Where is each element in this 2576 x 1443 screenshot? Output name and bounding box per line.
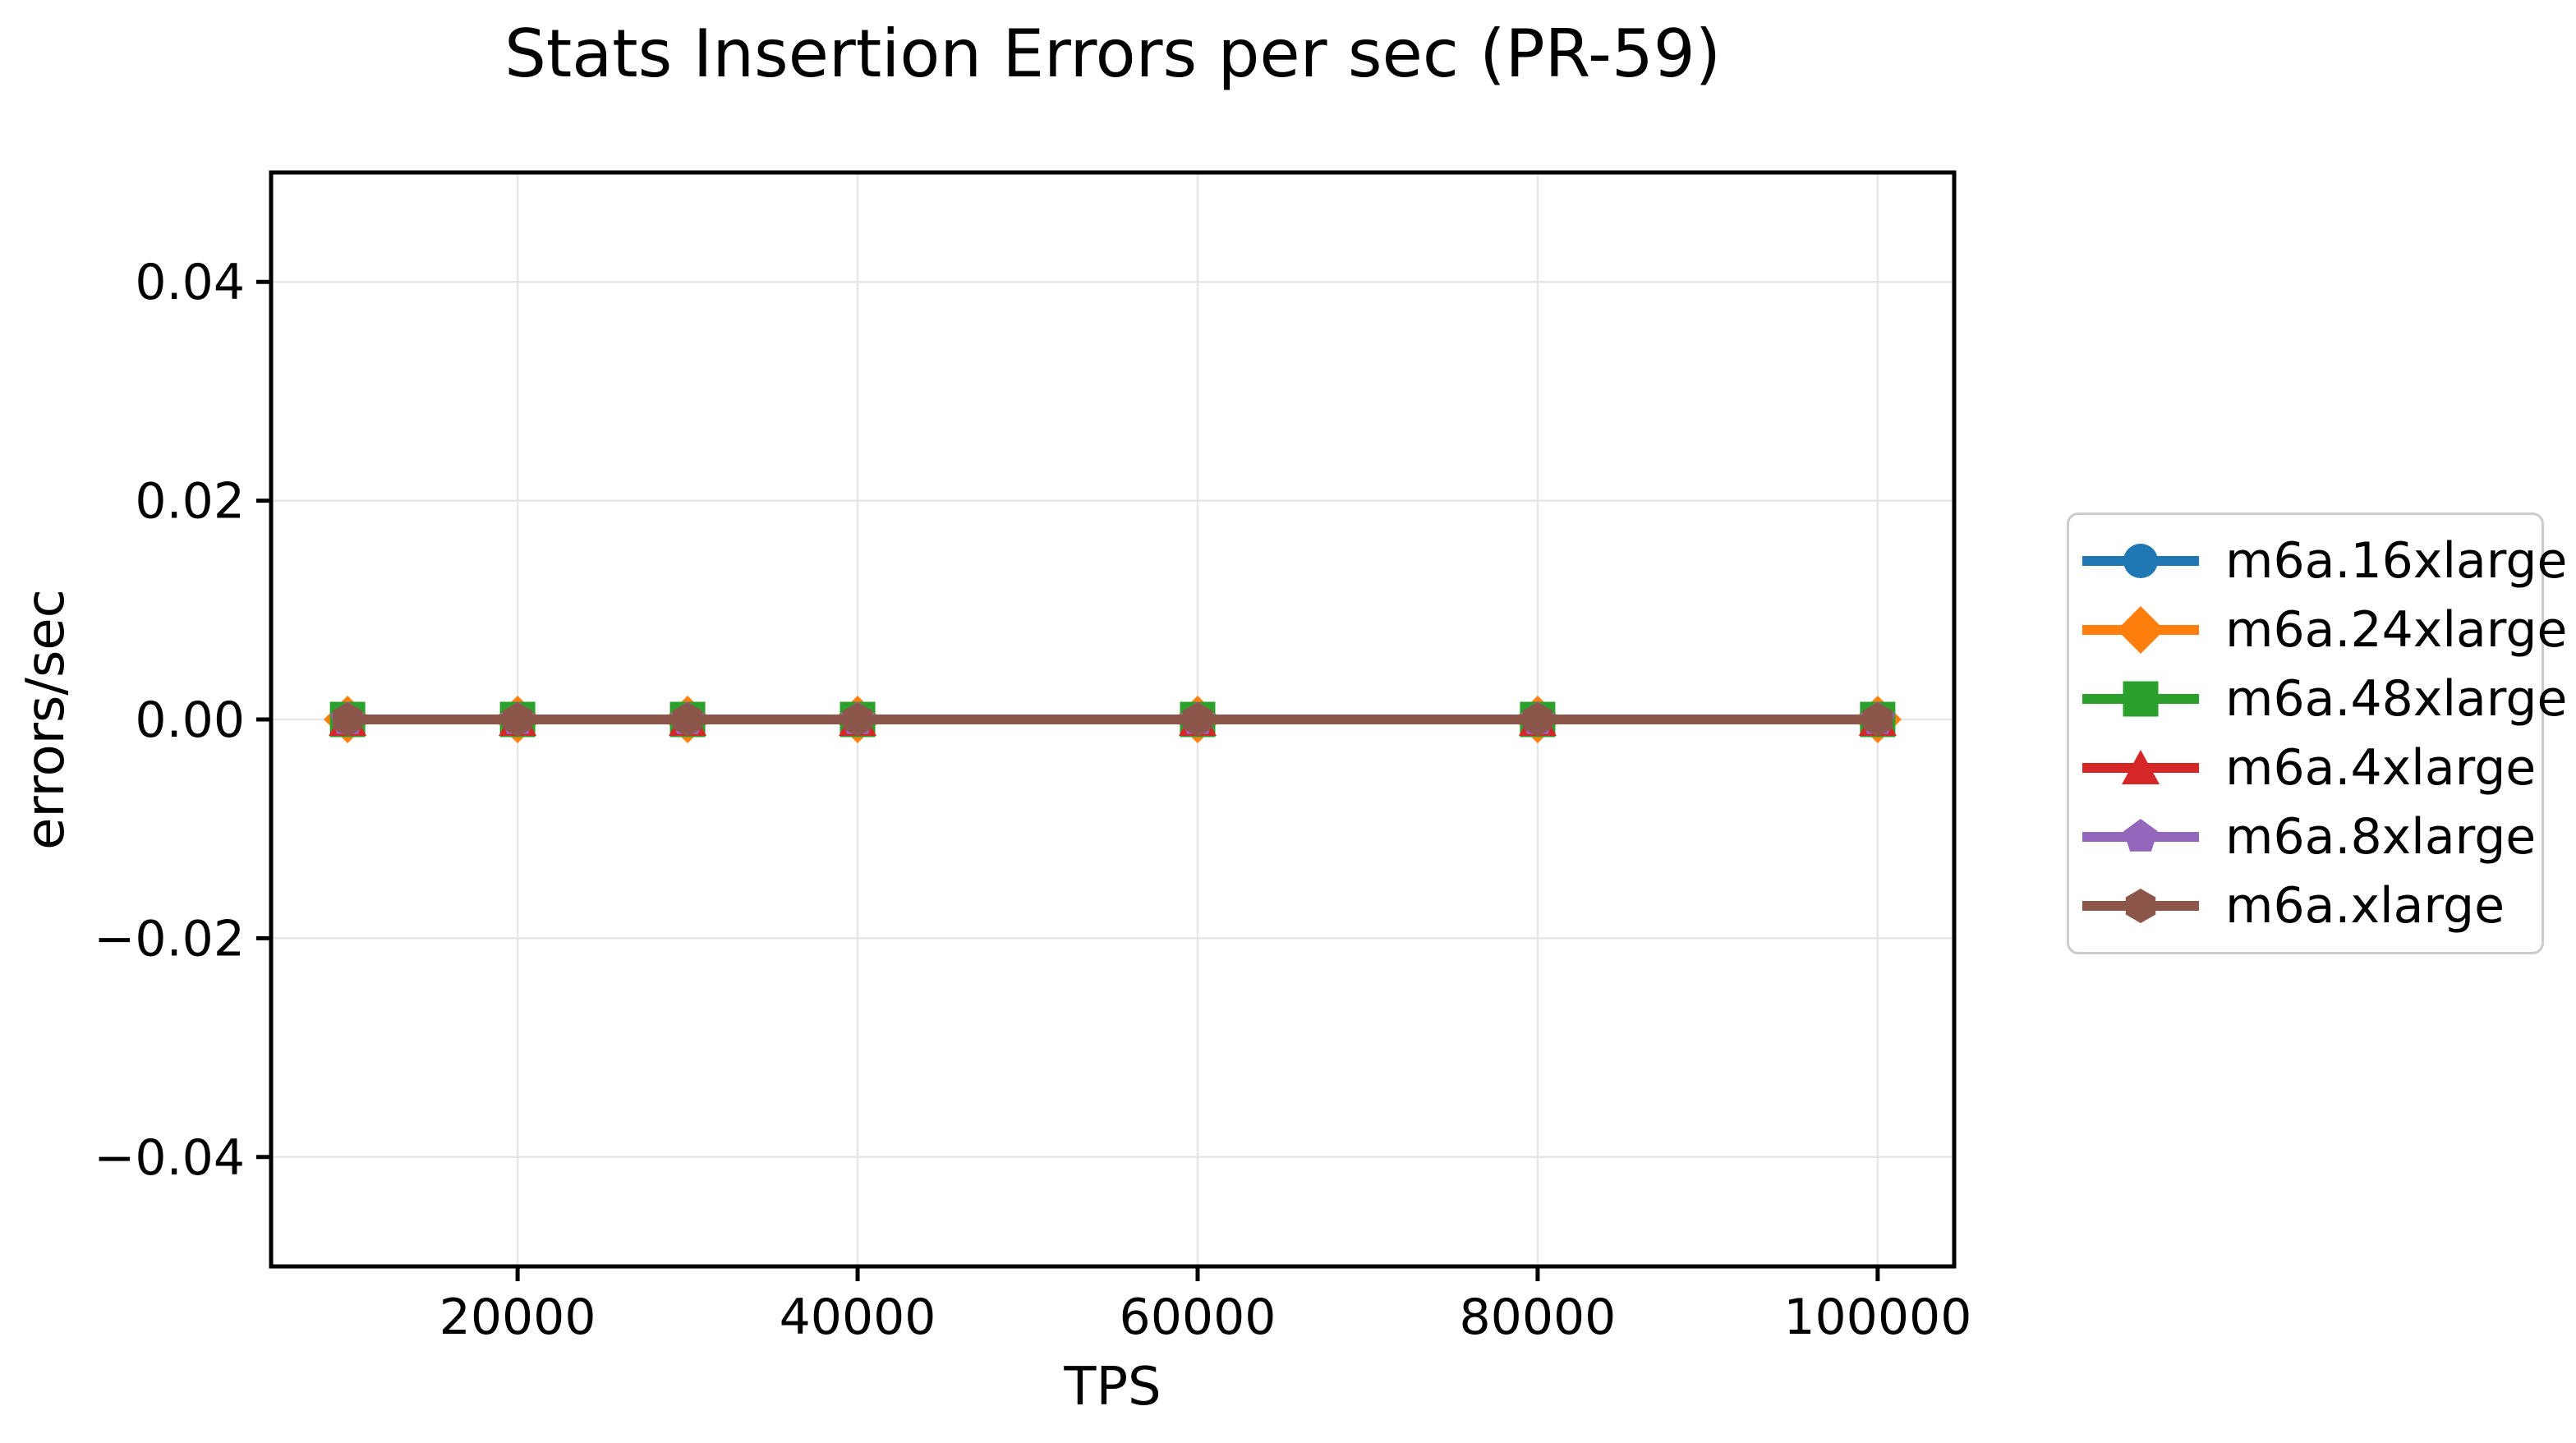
series-marker-hexagon bbox=[1522, 702, 1553, 737]
series-marker-hexagon bbox=[1862, 702, 1893, 737]
series-marker-pentagon bbox=[2123, 819, 2158, 852]
series-marker-diamond bbox=[2117, 606, 2164, 654]
legend-item: m6a.16xlarge bbox=[2079, 526, 2567, 595]
legend-sample bbox=[2082, 889, 2199, 923]
legend-item: m6a.4xlarge bbox=[2079, 733, 2542, 802]
series-marker-hexagon bbox=[842, 702, 873, 737]
series-marker-hexagon bbox=[332, 702, 363, 737]
chart-title: Stats Insertion Errors per sec (PR-59) bbox=[504, 16, 1721, 92]
legend-item: m6a.8xlarge bbox=[2079, 802, 2542, 871]
x-tick-label: 40000 bbox=[780, 1289, 936, 1346]
x-tick-label: 60000 bbox=[1120, 1289, 1276, 1346]
series-marker-hexagon bbox=[2125, 889, 2156, 923]
legend-sample bbox=[2082, 819, 2199, 852]
series-marker-hexagon bbox=[502, 702, 533, 737]
series-marker-triangle bbox=[2122, 750, 2160, 784]
series-marker-hexagon bbox=[1182, 702, 1213, 737]
legend-sample bbox=[2082, 681, 2199, 717]
y-tick-label: 0.04 bbox=[135, 254, 245, 311]
legend-sample bbox=[2082, 544, 2199, 578]
legend-label: m6a.8xlarge bbox=[2225, 808, 2537, 866]
legend-item: m6a.48xlarge bbox=[2079, 664, 2567, 733]
legend-sample bbox=[2082, 606, 2199, 654]
legend-item: m6a.24xlarge bbox=[2079, 595, 2567, 664]
legend-label: m6a.24xlarge bbox=[2225, 601, 2568, 659]
x-tick-label: 20000 bbox=[439, 1289, 596, 1346]
y-tick-label: −0.04 bbox=[94, 1129, 245, 1187]
legend-label: m6a.48xlarge bbox=[2225, 670, 2568, 728]
legend-label: m6a.16xlarge bbox=[2225, 532, 2568, 590]
legend-sample bbox=[2082, 750, 2199, 784]
series-marker-circle bbox=[2123, 544, 2158, 578]
x-tick-label: 100000 bbox=[1783, 1289, 1971, 1346]
y-tick-label: 0.00 bbox=[135, 692, 245, 749]
x-tick-label: 80000 bbox=[1459, 1289, 1616, 1346]
series-marker-hexagon bbox=[672, 702, 703, 737]
x-axis-label: TPS bbox=[1064, 1357, 1162, 1418]
series-marker-square bbox=[2123, 681, 2159, 717]
legend-item: m6a.xlarge bbox=[2079, 871, 2542, 940]
y-tick-label: 0.02 bbox=[135, 473, 245, 531]
legend: m6a.16xlarge m6a.24xlarge m6a.48xlarge m6a.… bbox=[2067, 512, 2567, 954]
y-tick-label: −0.02 bbox=[94, 910, 245, 967]
legend-label: m6a.4xlarge bbox=[2225, 739, 2537, 797]
legend-label: m6a.xlarge bbox=[2225, 877, 2505, 935]
